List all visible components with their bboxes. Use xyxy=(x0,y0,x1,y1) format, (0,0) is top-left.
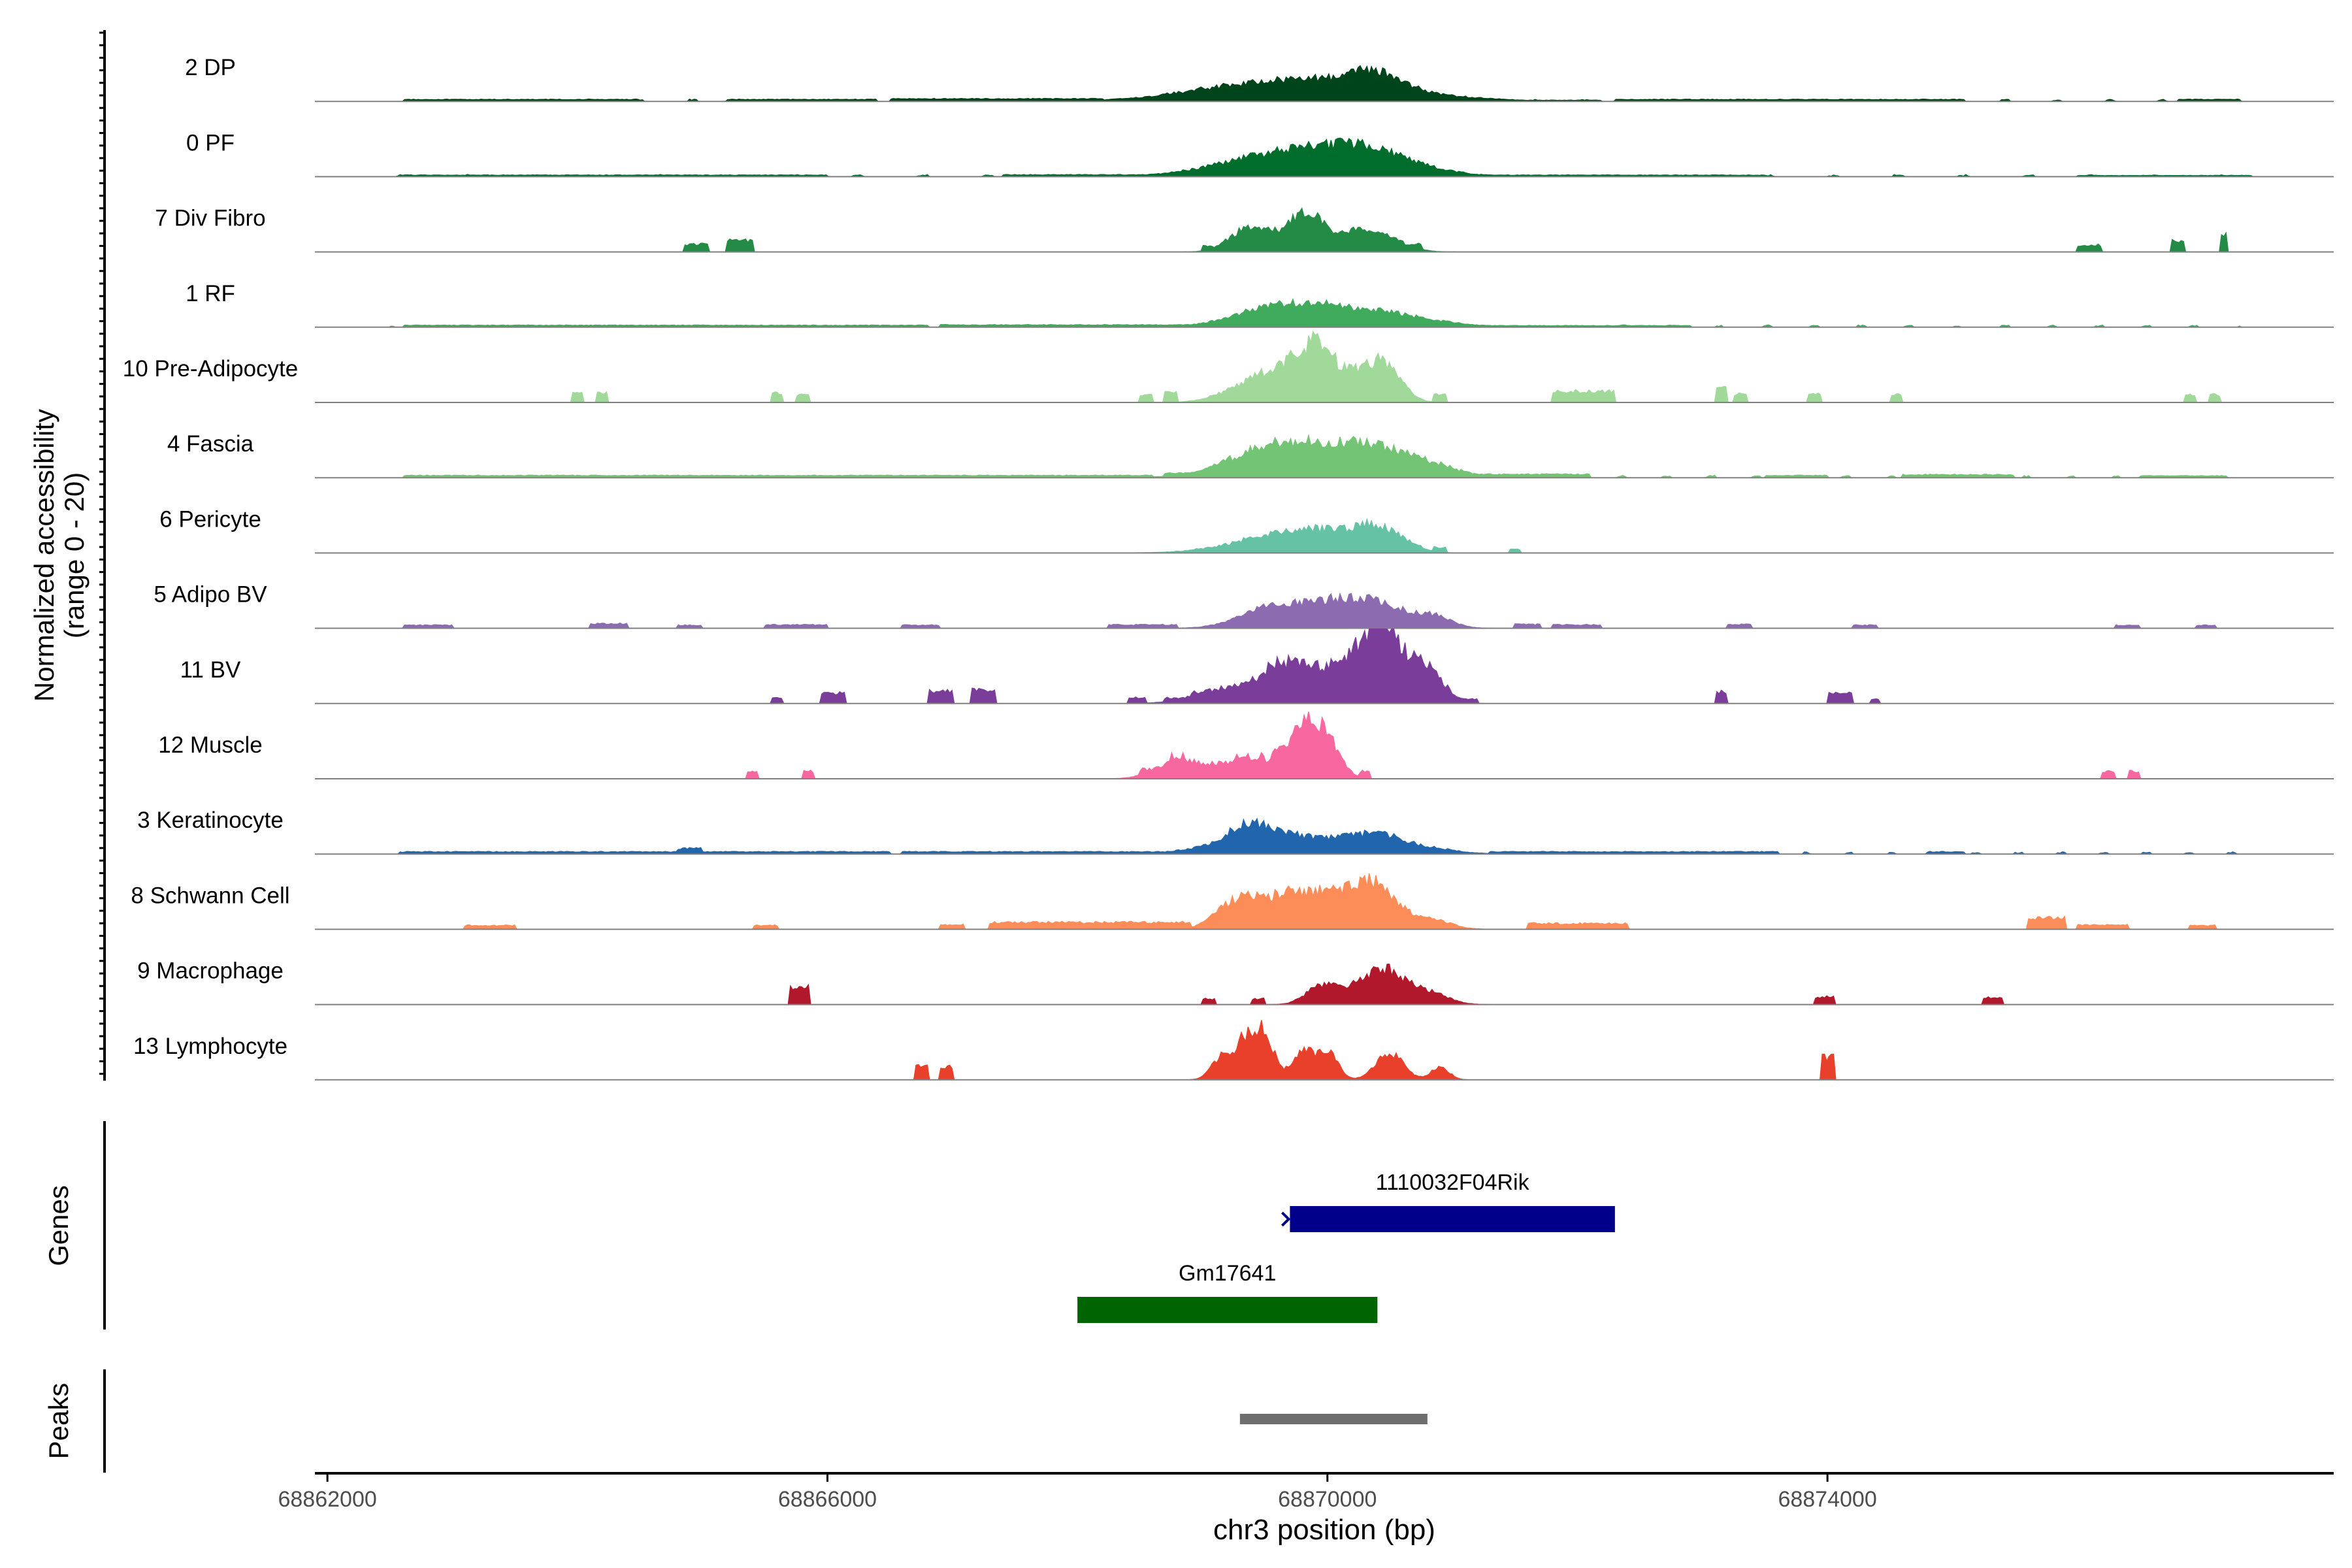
track-signal-area xyxy=(315,629,2334,704)
gene-label: Gm17641 xyxy=(1179,1261,1276,1286)
gene-label: 1110032F04Rik xyxy=(1376,1170,1530,1195)
track-label: 4 Fascia xyxy=(167,431,254,457)
gene-gm17641: Gm17641 xyxy=(1077,1261,1378,1323)
track-signal-area xyxy=(315,873,2334,930)
track-1-rf: 1 RF xyxy=(186,281,2334,328)
strand-arrow-icon xyxy=(1281,1211,1291,1227)
track-label: 9 Macrophage xyxy=(137,958,284,984)
track-label: 3 Keratinocyte xyxy=(137,808,284,833)
track-label: 7 Div Fibro xyxy=(155,206,265,231)
track-signal-area xyxy=(315,137,2334,178)
track-label: 11 BV xyxy=(180,657,241,683)
peaks-panel-label: Peaks xyxy=(43,1383,74,1460)
x-axis-ticks: 68862000 68866000 68870000 68874000 xyxy=(278,1473,1877,1512)
peak-regions xyxy=(1239,1414,1428,1424)
track-12-muscle: 12 Muscle xyxy=(158,711,2334,779)
gene-1110032f04rik: 1110032F04Rik xyxy=(1281,1170,1615,1232)
track-label: 1 RF xyxy=(186,281,235,306)
track-10-pre-adipocyte: 10 Pre-Adipocyte xyxy=(123,330,2334,403)
y-axis-ticks xyxy=(99,31,105,1075)
track-label: 12 Muscle xyxy=(158,732,263,758)
x-tick-label: 68874000 xyxy=(1778,1487,1876,1512)
x-tick-label: 68862000 xyxy=(278,1487,376,1512)
x-axis-label: chr3 position (bp) xyxy=(1213,1514,1435,1546)
track-signal-area xyxy=(315,433,2334,478)
track-8-schwann-cell: 8 Schwann Cell xyxy=(131,873,2334,930)
track-signal-area xyxy=(315,298,2334,328)
x-tick-label: 68870000 xyxy=(1278,1487,1377,1512)
track-signal-area xyxy=(315,330,2334,403)
track-label: 0 PF xyxy=(186,130,235,155)
track-9-macrophage: 9 Macrophage xyxy=(137,958,2334,1005)
track-5-adipo-bv: 5 Adipo BV xyxy=(154,582,2334,629)
track-0-pf: 0 PF xyxy=(186,130,2334,178)
gene-body xyxy=(1077,1297,1378,1323)
track-7-div-fibro: 7 Div Fibro xyxy=(155,206,2334,253)
track-signal-area xyxy=(315,206,2334,253)
track-signal-area xyxy=(315,592,2334,629)
track-11-bv: 11 BV xyxy=(180,629,2334,704)
track-label: 6 Pericyte xyxy=(159,506,261,532)
track-6-pericyte: 6 Pericyte xyxy=(159,506,2334,554)
track-signal-area xyxy=(315,711,2334,779)
gene-body xyxy=(1290,1206,1615,1232)
y-axis-label: Normalized accessibility xyxy=(29,409,59,702)
y-axis-range-label: (range 0 - 20) xyxy=(59,472,90,638)
coverage-tracks: 2 DP 0 PF 7 Div Fibro 1 RF 10 Pre-Adipocyte 4… xyxy=(123,55,2334,1081)
track-3-keratinocyte: 3 Keratinocyte xyxy=(137,808,2334,855)
track-signal-area xyxy=(315,817,2334,855)
track-signal-area xyxy=(315,517,2334,554)
gene-annotations: 1110032F04Rik Gm17641 xyxy=(1077,1170,1615,1323)
track-label: 5 Adipo BV xyxy=(154,582,267,608)
peak-region-bar xyxy=(1239,1414,1428,1424)
x-tick-label: 68866000 xyxy=(778,1487,877,1512)
track-13-lymphocyte: 13 Lymphocyte xyxy=(133,1020,2334,1081)
track-label: 13 Lymphocyte xyxy=(133,1034,287,1059)
track-label: 10 Pre-Adipocyte xyxy=(123,356,298,382)
track-signal-area xyxy=(315,963,2334,1005)
genes-panel-label: Genes xyxy=(43,1185,74,1266)
track-signal-area xyxy=(315,1020,2334,1081)
track-label: 8 Schwann Cell xyxy=(131,883,289,908)
track-label: 2 DP xyxy=(185,55,236,80)
track-4-fascia: 4 Fascia xyxy=(167,431,2334,479)
track-signal-area xyxy=(315,65,2334,102)
track-2-dp: 2 DP xyxy=(185,55,2334,103)
